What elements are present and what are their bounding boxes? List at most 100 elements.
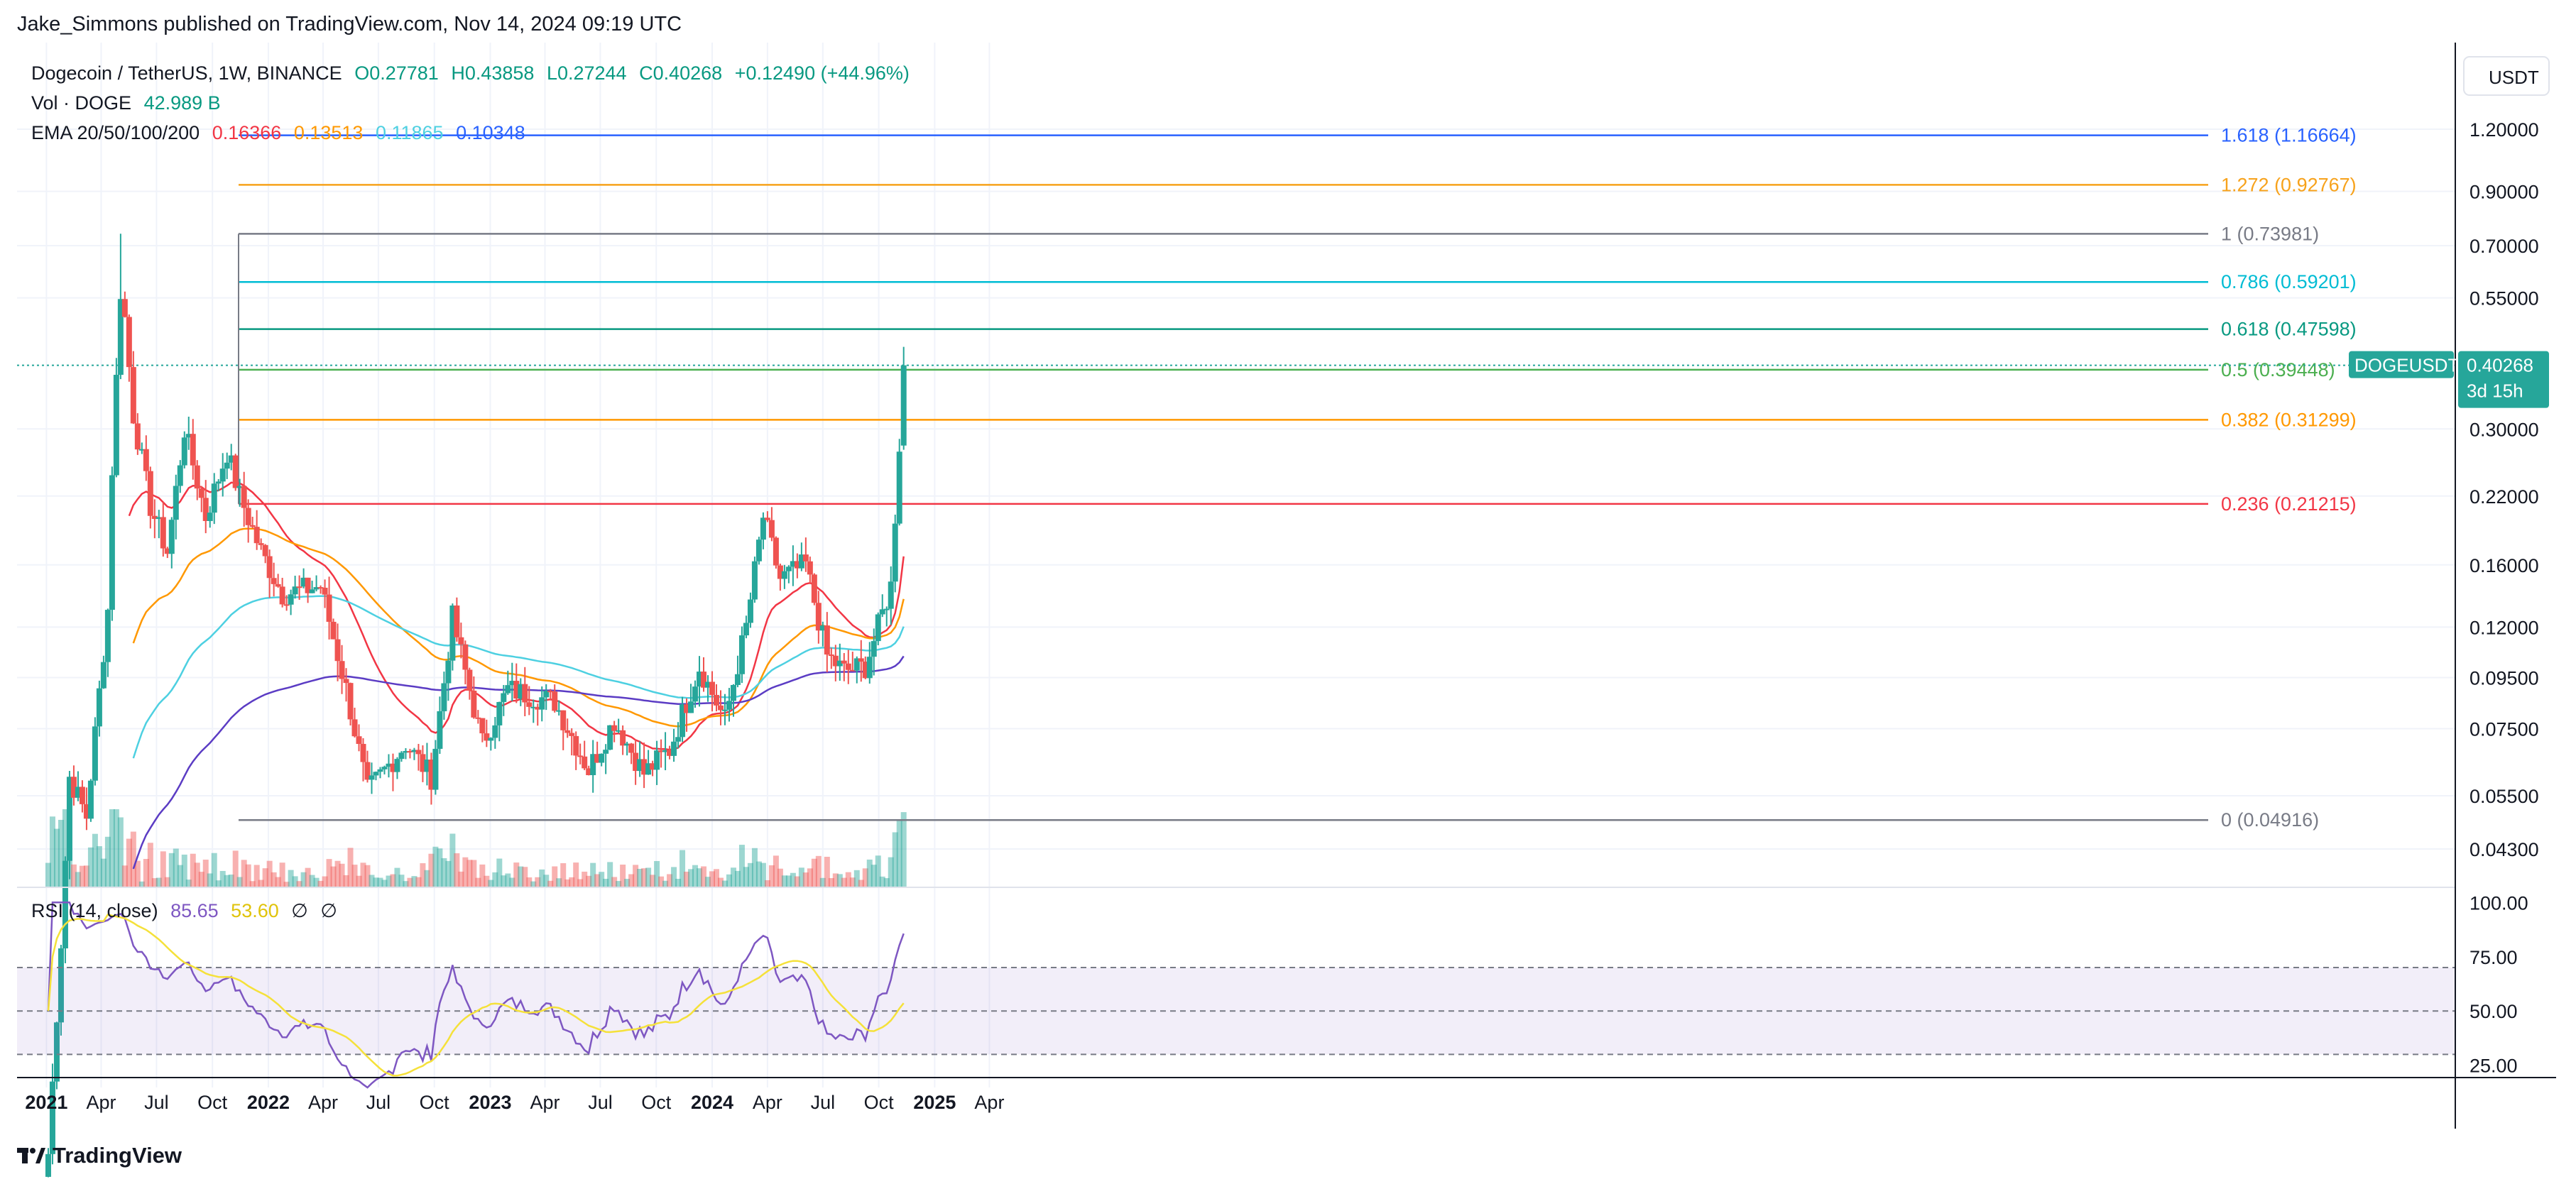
candle[interactable] (684, 698, 690, 732)
candle[interactable] (492, 717, 498, 749)
candle[interactable] (819, 621, 826, 647)
candle[interactable] (522, 667, 528, 717)
candle[interactable] (785, 565, 792, 583)
candle[interactable] (232, 454, 239, 491)
candle[interactable] (253, 510, 260, 550)
candle[interactable] (616, 718, 622, 734)
candle[interactable] (224, 452, 230, 479)
candle[interactable] (113, 358, 119, 478)
symbol-legend[interactable]: Dogecoin / TetherUS, 1W, BINANCE O0.2778… (31, 62, 917, 84)
candle[interactable] (526, 686, 533, 716)
candle[interactable] (151, 499, 158, 539)
candle[interactable] (764, 511, 770, 522)
candle[interactable] (100, 655, 107, 689)
candle[interactable] (781, 564, 787, 589)
candle[interactable] (130, 351, 136, 424)
candle[interactable] (300, 568, 307, 588)
candle[interactable] (841, 652, 847, 681)
candle[interactable] (518, 678, 524, 706)
candle[interactable] (564, 718, 571, 738)
candle[interactable] (49, 1063, 55, 1165)
candle[interactable] (862, 656, 868, 679)
candle[interactable] (190, 419, 196, 480)
rsi-legend[interactable]: RSI (14, close) 85.65 53.60 ∅ ∅ (31, 900, 344, 922)
candle[interactable] (586, 765, 592, 776)
candle[interactable] (658, 739, 665, 768)
candle[interactable] (407, 748, 413, 759)
candle[interactable] (675, 722, 682, 749)
candle[interactable] (709, 671, 715, 712)
candle[interactable] (454, 597, 460, 642)
candle[interactable] (547, 689, 554, 701)
candle[interactable] (751, 557, 758, 603)
candle[interactable] (479, 718, 486, 743)
candle[interactable] (611, 720, 618, 743)
candle[interactable] (535, 703, 541, 726)
candle[interactable] (155, 510, 162, 539)
candle[interactable] (249, 516, 256, 529)
ema-legend[interactable]: EMA 20/50/100/200 0.16366 0.13513 0.1186… (31, 122, 533, 144)
candle[interactable] (258, 538, 264, 550)
candle[interactable] (398, 751, 405, 762)
candle[interactable] (875, 612, 881, 645)
candle[interactable] (87, 779, 94, 822)
candle[interactable] (45, 1148, 51, 1178)
candle[interactable] (241, 471, 247, 527)
candle[interactable] (560, 710, 567, 750)
candle[interactable] (194, 460, 200, 500)
candle[interactable] (501, 685, 507, 716)
candle[interactable] (853, 656, 860, 684)
candle[interactable] (888, 566, 894, 625)
candle[interactable] (228, 444, 234, 471)
candle[interactable] (369, 762, 375, 794)
candle[interactable] (296, 575, 302, 600)
candle[interactable] (134, 413, 141, 455)
candle[interactable] (879, 594, 885, 618)
candle[interactable] (654, 740, 660, 785)
candle[interactable] (892, 514, 898, 593)
candle[interactable] (403, 747, 409, 760)
candle[interactable] (633, 739, 639, 785)
candle[interactable] (768, 507, 775, 542)
candle[interactable] (628, 743, 635, 765)
candle[interactable] (245, 499, 251, 543)
candle[interactable] (760, 512, 766, 549)
candle[interactable] (215, 478, 222, 492)
candle[interactable] (381, 765, 388, 774)
candle[interactable] (573, 731, 579, 770)
candle[interactable] (309, 581, 315, 593)
candle[interactable] (513, 663, 520, 703)
candle[interactable] (437, 696, 443, 755)
candle[interactable] (794, 553, 800, 579)
candle[interactable] (330, 618, 337, 640)
ema100-line[interactable] (132, 595, 905, 759)
candle[interactable] (356, 724, 362, 752)
candle[interactable] (339, 645, 345, 694)
candle[interactable] (147, 466, 153, 529)
candle[interactable] (811, 573, 817, 606)
candle[interactable] (552, 684, 558, 713)
candle[interactable] (445, 652, 452, 701)
candle[interactable] (697, 656, 703, 707)
candle[interactable] (620, 725, 626, 755)
candle[interactable] (790, 545, 796, 586)
candle[interactable] (747, 592, 753, 628)
candle[interactable] (181, 431, 187, 469)
candle[interactable] (121, 291, 128, 318)
candle[interactable] (858, 640, 864, 682)
candle[interactable] (466, 667, 473, 700)
candle[interactable] (386, 754, 392, 778)
candle[interactable] (836, 643, 843, 681)
candle[interactable] (173, 474, 179, 539)
candle[interactable] (667, 745, 673, 760)
candle[interactable] (798, 542, 804, 571)
candle[interactable] (138, 442, 145, 454)
candle[interactable] (849, 652, 856, 672)
candle[interactable] (475, 710, 481, 724)
candle[interactable] (641, 743, 648, 789)
candle[interactable] (207, 506, 213, 528)
candle[interactable] (777, 564, 783, 591)
candle[interactable] (815, 591, 822, 644)
candle[interactable] (671, 728, 677, 762)
candle[interactable] (624, 741, 631, 756)
